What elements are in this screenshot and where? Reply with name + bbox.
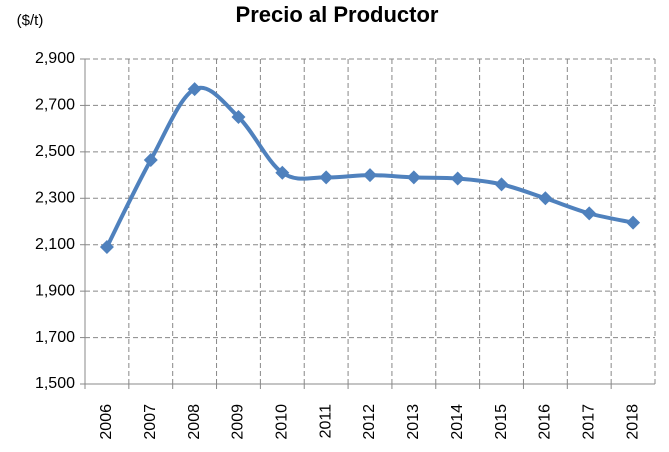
x-tick-label: 2017 <box>580 404 597 440</box>
y-tick-label: 2,900 <box>35 50 75 67</box>
line <box>105 85 634 248</box>
x-tick-label: 2006 <box>98 404 115 440</box>
x-tick-label: 2012 <box>361 404 378 440</box>
marker <box>406 170 421 185</box>
x-tick-label: 2018 <box>624 404 641 440</box>
x-tick-label: 2014 <box>449 404 466 440</box>
x-tick-label: 2010 <box>274 404 291 440</box>
marker <box>275 165 290 180</box>
y-tick-label: 1,700 <box>35 329 75 346</box>
marker <box>494 177 509 192</box>
y-tick-label: 2,100 <box>35 236 75 253</box>
marker <box>187 82 202 97</box>
marker <box>582 206 597 221</box>
x-tick-label: 2015 <box>493 404 510 440</box>
y-tick-label: 1,900 <box>35 282 75 299</box>
marker <box>538 191 553 206</box>
y-axis-label: ($/t) <box>17 12 44 29</box>
x-tick-label: 2009 <box>230 404 247 440</box>
y-tick-label: 2,700 <box>35 97 75 114</box>
x-tick-label: 2011 <box>317 404 334 439</box>
chart-title: Precio al Productor <box>236 2 439 27</box>
x-tick-label: 2007 <box>142 404 159 440</box>
marker <box>99 240 114 255</box>
marker <box>319 170 334 185</box>
marker <box>363 168 377 183</box>
marker <box>450 171 465 186</box>
x-tick-label: 2016 <box>537 404 554 440</box>
marker <box>143 152 158 167</box>
y-tick-label: 2,300 <box>35 190 75 207</box>
y-tick-label: 2,500 <box>35 143 75 160</box>
y-tick-label: 1,500 <box>35 375 75 392</box>
marker <box>626 215 641 230</box>
x-tick-label: 2013 <box>405 404 422 440</box>
marker <box>231 110 246 125</box>
x-tick-label: 2008 <box>186 404 203 440</box>
